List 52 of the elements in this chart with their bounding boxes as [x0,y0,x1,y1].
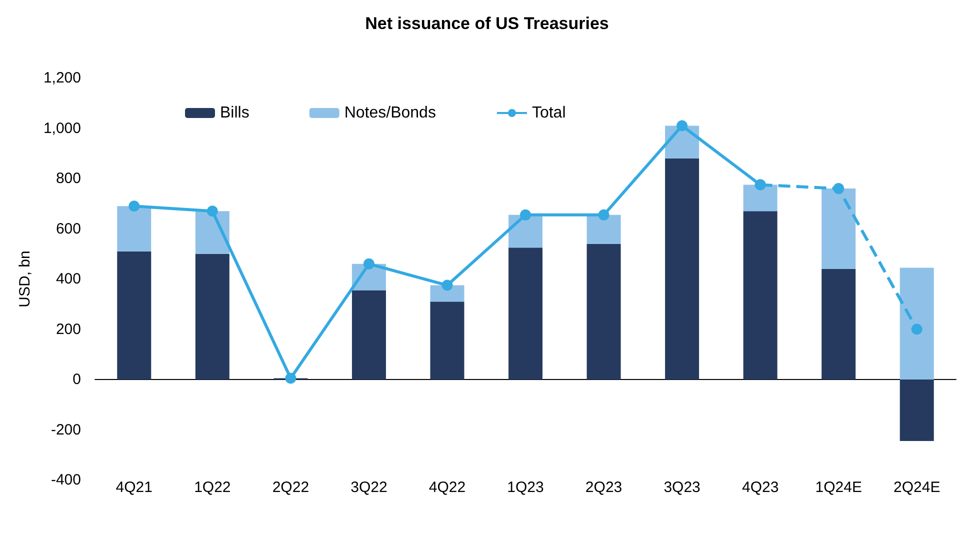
bar [822,268,856,380]
bar [743,211,778,380]
point [128,200,140,212]
point [442,280,453,291]
y-tick-label: 600 [56,220,81,238]
y-tick-label: 0 [72,371,81,388]
bar [822,188,856,269]
y-tick-label: 1,000 [43,120,81,137]
bar [352,290,386,380]
legend-label: Total [532,104,566,122]
point [911,324,922,335]
bar [117,251,152,380]
point [676,120,688,132]
point [833,183,844,194]
y-tick-label: -400 [50,472,81,488]
point [754,179,766,190]
y-tick-label: 400 [56,270,81,288]
x-tick-label: 2Q24E [894,479,940,496]
y-tick-label: 800 [56,170,81,187]
point [206,206,218,217]
x-tick-label: 3Q23 [664,479,700,496]
x-tick-label: 3Q22 [350,479,388,496]
y-tick-label: -200 [50,421,81,438]
bar [900,380,934,442]
x-tick-label: 1Q23 [507,479,544,496]
x-tick-label: 1Q22 [194,479,231,496]
x-tick-label: 4Q23 [742,479,779,496]
y-tick-label: 1,200 [43,70,81,86]
x-tick-label: 2Q23 [585,479,622,496]
bar [430,285,464,302]
x-tick-label: 1Q24E [815,479,862,496]
bar [586,244,621,380]
y-tick-label: 200 [56,320,81,338]
bar [195,254,230,380]
legend-label: Bills [220,104,250,122]
bar [900,268,934,380]
chart-title: Net issuance of US Treasuries [365,14,609,33]
point [598,209,610,220]
bar [586,214,621,244]
bar [508,248,542,380]
x-tick-label: 4Q21 [116,479,152,496]
point [363,258,374,270]
bar [430,302,464,380]
bar [743,184,778,212]
x-tick-label: 4Q22 [428,479,466,496]
y-axis-title: USD, bn [16,250,34,308]
point [520,209,531,220]
bar [117,206,152,252]
x-tick-label: 2Q22 [272,479,310,496]
bar [665,158,700,380]
point [285,372,296,384]
legend-label: Notes/Bonds [344,104,436,122]
